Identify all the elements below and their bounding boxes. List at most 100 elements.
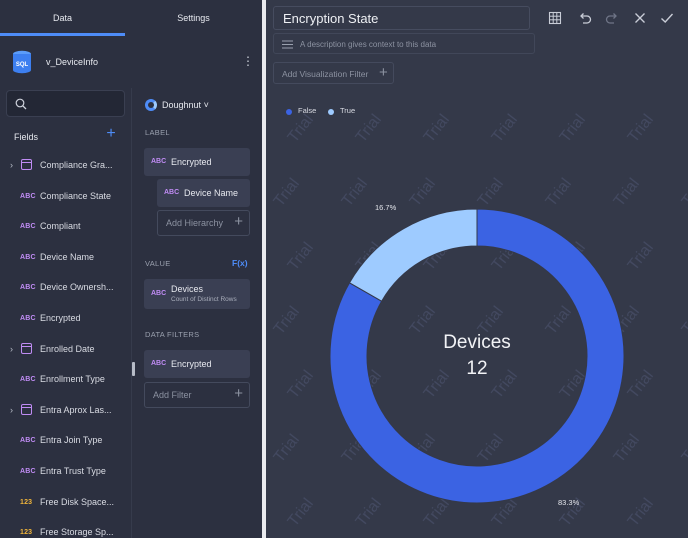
value-section-heading: VALUE: [145, 259, 171, 268]
field-list-item[interactable]: 123 Free Disk Space...: [0, 491, 131, 515]
abc-type-icon: ABC: [20, 315, 36, 322]
abc-type-icon: ABC: [20, 437, 36, 445]
slice-label-true: 16.7%: [375, 203, 397, 212]
field-list-item[interactable]: ABC Entra Trust Type: [0, 460, 131, 484]
field-name: Compliant: [40, 221, 81, 232]
legend-label-true: True: [340, 106, 356, 115]
label-field-name: Encrypted: [171, 157, 212, 167]
abc-type-icon: ABC: [20, 284, 36, 292]
hierarchy-field-name: Device Name: [184, 188, 239, 198]
label-section-heading: LABEL: [145, 128, 170, 137]
field-list-item[interactable]: ABC Compliance State: [0, 185, 131, 209]
tab-settings[interactable]: Settings: [177, 13, 210, 23]
add-hierarchy-label: Add Hierarchy: [166, 218, 224, 228]
chart-title-text: Encryption State: [283, 11, 379, 26]
legend-swatch-true: [328, 109, 334, 115]
abc-type-icon: ABC: [20, 468, 36, 475]
panel-splitter[interactable]: [262, 0, 266, 538]
filter-field-pill[interactable]: ABC Encrypted: [144, 350, 250, 378]
field-list-item[interactable]: ABC Device Name: [0, 246, 131, 270]
field-list-item[interactable]: ABC Encrypted: [0, 307, 131, 331]
abc-type-icon: ABC: [151, 290, 167, 297]
redo-icon[interactable]: [605, 11, 619, 25]
slice-label-false: 83.3%: [558, 498, 580, 507]
add-visualization-filter-label: Add Visualization Filter: [282, 69, 369, 79]
data-filters-heading: DATA FILTERS: [145, 330, 200, 339]
value-aggregation: Count of Distinct Rows: [171, 296, 237, 303]
abc-type-icon: ABC: [164, 189, 180, 196]
donut-slice-false[interactable]: [329, 208, 625, 504]
add-field-icon[interactable]: +: [106, 125, 116, 142]
field-list-item[interactable]: ABC Entra Join Type: [0, 429, 131, 453]
add-hierarchy-button[interactable]: Add Hierarchy +: [157, 210, 250, 236]
field-list-item[interactable]: › Enrolled Date: [0, 338, 131, 362]
field-list-item[interactable]: › Entra Aprox Las...: [0, 399, 131, 423]
close-icon[interactable]: [633, 11, 647, 25]
field-name: Device Ownersh...: [40, 282, 114, 293]
abc-type-icon: ABC: [20, 223, 36, 231]
add-filter-label: Add Filter: [153, 390, 192, 400]
checkmark-icon[interactable]: [660, 11, 674, 25]
scrollbar-handle[interactable]: [132, 362, 135, 376]
abc-type-icon: ABC: [20, 192, 36, 200]
sql-badge-text: SQL: [16, 62, 29, 68]
abc-type-icon: ABC: [20, 376, 36, 384]
calendar-icon: [21, 342, 32, 354]
donut-center-value: 12: [466, 358, 488, 379]
kebab-menu-icon[interactable]: ⋮: [242, 54, 254, 68]
field-name: Free Storage Sp...: [40, 527, 114, 538]
field-name: Compliance State: [40, 190, 112, 201]
field-list-item[interactable]: 123 Free Storage Sp...: [0, 521, 131, 538]
legend-label-false: False: [298, 106, 317, 115]
abc-type-icon: ABC: [151, 360, 167, 367]
label-field-pill[interactable]: ABC Encrypted: [144, 148, 250, 176]
add-filter-button[interactable]: Add Filter +: [144, 382, 250, 408]
description-placeholder: A description gives context to this data: [300, 40, 437, 49]
donut-slice-true[interactable]: [348, 208, 478, 302]
chart-editor: Trial Trial Trial Trial Trial Trial Trial Trial…: [266, 0, 688, 538]
column-divider: [131, 88, 132, 538]
field-name: Entra Join Type: [40, 435, 103, 446]
table-view-icon[interactable]: [548, 11, 562, 25]
chevron-right-icon[interactable]: ›: [10, 343, 13, 354]
search-icon: [15, 98, 27, 110]
sql-database-icon: SQL: [13, 50, 31, 74]
fields-search-input[interactable]: [6, 90, 125, 117]
chevron-right-icon[interactable]: ›: [10, 160, 13, 170]
field-name: Free Disk Space...: [40, 496, 115, 507]
value-field-name: Devices: [171, 284, 204, 294]
active-tab-indicator: [0, 33, 125, 36]
doughnut-chart: [329, 208, 625, 504]
undo-icon[interactable]: [578, 11, 592, 25]
field-name: Entra Aprox Las...: [40, 404, 112, 415]
datasource-row[interactable]: SQL v_DeviceInfo ⋮: [0, 44, 262, 82]
add-visualization-filter-button[interactable]: Add Visualization Filter +: [273, 62, 394, 84]
field-name: Device Name: [40, 251, 95, 262]
field-name: Enrollment Type: [40, 374, 105, 385]
field-list-item[interactable]: ABC Device Ownersh...: [0, 276, 131, 300]
data-panel: Data Settings SQL v_DeviceInfo ⋮ Fields …: [0, 0, 262, 538]
field-list-item[interactable]: ABC Compliant: [0, 215, 131, 239]
donut-center-label: Devices: [443, 332, 511, 353]
chevron-down-icon: ˅: [203, 100, 209, 110]
visualization-config: Doughnut ˅ LABEL ABC Encrypted ABC Devic…: [137, 88, 262, 538]
viz-type-label: Doughnut: [162, 100, 202, 110]
chevron-right-icon[interactable]: ›: [10, 404, 13, 415]
abc-type-icon: ABC: [151, 158, 167, 165]
value-field-pill[interactable]: ABC Devices Count of Distinct Rows: [144, 279, 250, 309]
chart-title-input[interactable]: Encryption State: [273, 6, 530, 30]
panel-tabs: Data Settings: [0, 0, 262, 36]
field-list-item[interactable]: › Compliance Gra...: [0, 154, 131, 178]
numeric-type-icon: 123: [20, 498, 33, 506]
hierarchy-field-pill[interactable]: ABC Device Name: [157, 179, 250, 207]
tab-data[interactable]: Data: [52, 13, 72, 23]
text-lines-icon: [282, 40, 293, 49]
abc-type-icon: ABC: [20, 253, 36, 261]
calendar-icon: [21, 159, 32, 170]
field-list-item[interactable]: ABC Enrollment Type: [0, 368, 131, 392]
description-input[interactable]: A description gives context to this data: [273, 33, 535, 54]
formula-button[interactable]: F(x): [232, 258, 248, 268]
field-name: Entra Trust Type: [40, 466, 106, 476]
plus-icon: +: [379, 64, 388, 81]
plus-icon: +: [234, 385, 243, 402]
